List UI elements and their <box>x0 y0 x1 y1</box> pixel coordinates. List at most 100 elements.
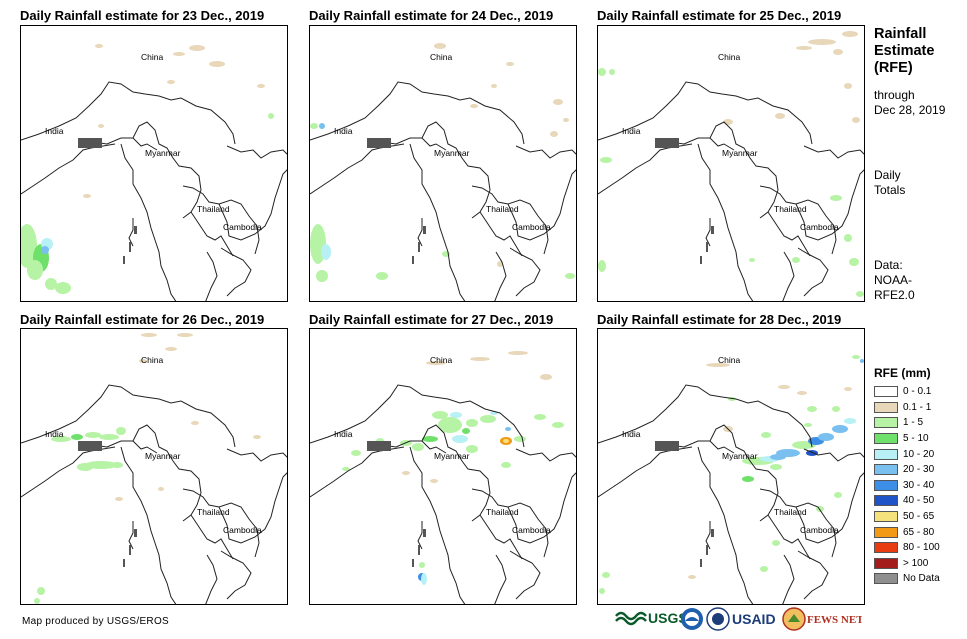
map-label-cambodia: Cambodia <box>800 525 839 535</box>
legend-label: 80 - 100 <box>903 542 940 554</box>
map-svg: China India Myanmar Thailand Cambodia <box>21 44 287 301</box>
data-label: Data: <box>874 258 903 272</box>
usgs-logo: USGS <box>615 610 688 626</box>
fewsnet-logo-text: FEWS NET <box>807 614 862 626</box>
rfe-title-line2: Estimate <box>874 43 935 59</box>
legend-swatch <box>874 448 898 460</box>
label-layer: China India Myanmar Thailand Cambodia <box>334 355 551 535</box>
legend-label: 1 - 5 <box>903 417 924 429</box>
map-panel-28: China India Myanmar Thailand Cambodia <box>597 328 865 605</box>
map-label-china: China <box>141 52 163 62</box>
legend-item: 40 - 50 <box>874 493 940 509</box>
map-label-myanmar: Myanmar <box>434 451 470 461</box>
data-source-line2: RFE2.0 <box>874 288 915 302</box>
map-label-thailand: Thailand <box>774 507 807 517</box>
legend-swatch <box>874 433 898 445</box>
rfe-title: Rainfall Estimate (RFE) <box>874 26 934 77</box>
panel-title-28: Daily Rainfall estimate for 28 Dec., 201… <box>597 312 842 327</box>
legend-item: 0 - 0.1 <box>874 384 940 400</box>
map-label-myanmar: Myanmar <box>722 148 758 158</box>
map-label-myanmar: Myanmar <box>434 148 470 158</box>
label-layer: China India Myanmar Thailand Cambodia <box>45 52 262 232</box>
legend-label: 0 - 0.1 <box>903 386 932 398</box>
totals-label: Totals <box>874 183 906 197</box>
legend-title: RFE (mm) <box>874 366 931 380</box>
legend-swatch <box>874 386 898 398</box>
rainfall-layer <box>342 351 564 585</box>
map-label-myanmar: Myanmar <box>145 451 181 461</box>
map-svg: China India Myanmar Thailand Cambodia <box>310 43 576 301</box>
legend-swatch <box>874 542 898 554</box>
daily-totals-text: Daily Totals <box>874 168 905 198</box>
map-svg: China India Myanmar Thailand Cambodia <box>598 355 864 604</box>
legend-item: No Data <box>874 571 940 587</box>
legend-item: 30 - 40 <box>874 478 940 494</box>
map-label-india: India <box>622 429 641 439</box>
map-label-india: India <box>45 429 64 439</box>
map-label-myanmar: Myanmar <box>145 148 181 158</box>
legend-swatch <box>874 573 898 585</box>
legend-item: 80 - 100 <box>874 540 940 556</box>
map-label-china: China <box>430 355 452 365</box>
label-layer: China India Myanmar Thailand Cambodia <box>622 355 839 535</box>
map-label-china: China <box>141 355 163 365</box>
map-panel-27: China India Myanmar Thailand Cambodia <box>309 328 577 605</box>
map-panel-24: China India Myanmar Thailand Cambodia <box>309 25 577 302</box>
rfe-title-line1: Rainfall <box>874 26 927 42</box>
legend: 0 - 0.1 0.1 - 1 1 - 5 5 - 10 10 - 20 20 - 30 3… <box>874 384 940 587</box>
legend-item: 1 - 5 <box>874 415 940 431</box>
legend-swatch <box>874 464 898 476</box>
map-label-cambodia: Cambodia <box>512 222 551 232</box>
through-label: through <box>874 88 915 102</box>
legend-item: 5 - 10 <box>874 431 940 447</box>
panel-title-24: Daily Rainfall estimate for 24 Dec., 201… <box>309 8 554 23</box>
map-label-thailand: Thailand <box>197 204 230 214</box>
legend-label: 20 - 30 <box>903 464 935 476</box>
daily-label: Daily <box>874 168 901 182</box>
map-label-india: India <box>45 126 64 136</box>
label-layer: China India Myanmar Thailand Cambodia <box>622 52 839 232</box>
map-label-cambodia: Cambodia <box>223 222 262 232</box>
legend-swatch <box>874 401 898 413</box>
legend-swatch <box>874 417 898 429</box>
map-label-thailand: Thailand <box>486 507 519 517</box>
map-svg: China India Myanmar Thailand Cambodia <box>310 351 576 604</box>
noaa-logo <box>681 608 703 630</box>
legend-item: 0.1 - 1 <box>874 400 940 416</box>
through-date: Dec 28, 2019 <box>874 103 946 117</box>
boundary-layer <box>310 81 576 301</box>
rainfall-layer <box>310 43 575 282</box>
map-label-cambodia: Cambodia <box>223 525 262 535</box>
rainfall-layer <box>21 44 274 294</box>
panel-title-26: Daily Rainfall estimate for 26 Dec., 201… <box>20 312 265 327</box>
map-label-india: India <box>622 126 641 136</box>
legend-swatch <box>874 479 898 491</box>
map-label-thailand: Thailand <box>774 204 807 214</box>
map-label-thailand: Thailand <box>197 507 230 517</box>
legend-label: 5 - 10 <box>903 433 929 445</box>
rainfall-layer <box>34 333 261 604</box>
legend-label: 30 - 40 <box>903 479 935 491</box>
legend-item: 65 - 80 <box>874 524 940 540</box>
usaid-logo-text: USAID <box>732 611 776 627</box>
map-label-myanmar: Myanmar <box>722 451 758 461</box>
legend-swatch <box>874 526 898 538</box>
panel-title-23: Daily Rainfall estimate for 23 Dec., 201… <box>20 8 265 23</box>
legend-swatch <box>874 495 898 507</box>
usaid-logo: USAID <box>706 607 776 631</box>
data-source-line1: NOAA- <box>874 273 913 287</box>
boundary-layer <box>310 384 576 604</box>
rainfall-layer <box>599 355 864 594</box>
legend-item: > 100 <box>874 556 940 572</box>
panel-title-25: Daily Rainfall estimate for 25 Dec., 201… <box>597 8 842 23</box>
legend-label: 50 - 65 <box>903 511 935 523</box>
legend-item: 10 - 20 <box>874 446 940 462</box>
legend-item: 20 - 30 <box>874 462 940 478</box>
boundary-layer <box>21 384 287 604</box>
legend-swatch <box>874 557 898 569</box>
map-label-cambodia: Cambodia <box>512 525 551 535</box>
legend-label: 40 - 50 <box>903 495 935 507</box>
map-svg: China India Myanmar Thailand Cambodia <box>598 31 864 301</box>
boundary-layer <box>598 384 864 604</box>
legend-label: 0.1 - 1 <box>903 401 932 413</box>
